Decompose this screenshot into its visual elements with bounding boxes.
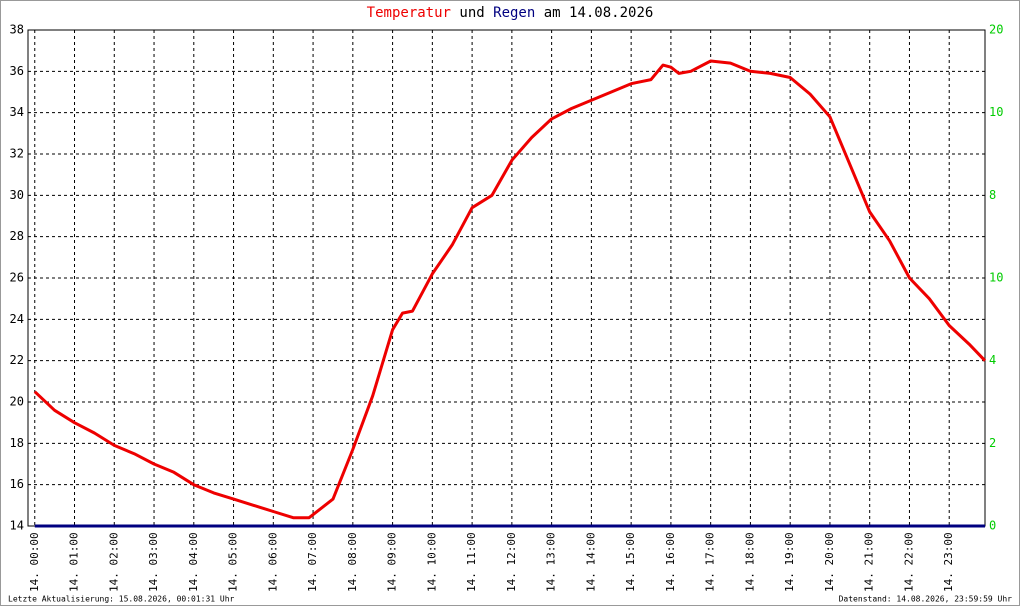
- y2-tick-label: 8: [989, 188, 996, 202]
- y2-tick-label: 10: [989, 271, 1003, 285]
- y2-tick-label: 0: [989, 519, 996, 533]
- y-tick-label: 28: [10, 229, 24, 243]
- title-temp: Temperatur: [367, 5, 451, 21]
- y2-tick-label: 10: [989, 105, 1003, 119]
- x-tick-label: 14. 00:00: [28, 532, 41, 592]
- y-tick-label: 36: [10, 64, 24, 78]
- chart-title: Temperatur und Regen am 14.08.2026: [367, 5, 654, 21]
- x-tick-label: 14. 10:00: [425, 532, 438, 592]
- y-tick-label: 26: [10, 271, 24, 285]
- x-tick-label: 14. 01:00: [68, 532, 81, 592]
- x-tick-label: 14. 12:00: [505, 532, 518, 592]
- footer-left: Letzte Aktualisierung: 15.08.2026, 00:01…: [8, 595, 235, 604]
- x-tick-label: 14. 07:00: [306, 532, 319, 592]
- x-tick-label: 14. 18:00: [743, 532, 756, 592]
- y-tick-label: 16: [10, 477, 24, 491]
- y-tick-label: 38: [10, 23, 24, 37]
- y-tick-label: 32: [10, 147, 24, 161]
- x-tick-label: 14. 02:00: [107, 532, 120, 592]
- x-tick-label: 14. 14:00: [584, 532, 597, 592]
- footer-right: Datenstand: 14.08.2026, 23:59:59 Uhr: [839, 595, 1013, 604]
- x-tick-label: 14. 23:00: [942, 532, 955, 592]
- y-tick-label: 30: [10, 188, 24, 202]
- x-tick-label: 14. 04:00: [187, 532, 200, 592]
- title-date: am 14.08.2026: [544, 5, 654, 21]
- y-tick-label: 22: [10, 353, 24, 367]
- x-tick-label: 14. 11:00: [465, 532, 478, 592]
- x-tick-label: 14. 19:00: [783, 532, 796, 592]
- series-line: [33, 59, 987, 520]
- x-tick-label: 14. 03:00: [147, 532, 160, 592]
- x-tick-label: 14. 13:00: [545, 532, 558, 592]
- y-tick-label: 34: [10, 105, 24, 119]
- title-rain: Regen: [493, 5, 535, 21]
- y-tick-label: 18: [10, 436, 24, 450]
- y-tick-label: 24: [10, 312, 24, 326]
- x-tick-label: 14. 21:00: [863, 532, 876, 592]
- y2-tick-label: 2: [989, 436, 996, 450]
- x-tick-label: 14. 09:00: [386, 532, 399, 592]
- x-tick-label: 14. 08:00: [346, 532, 359, 592]
- x-tick-label: 14. 16:00: [664, 532, 677, 592]
- title-connector: und: [459, 5, 484, 21]
- y-tick-label: 14: [10, 519, 24, 533]
- y-tick-label: 20: [10, 395, 24, 409]
- x-tick-label: 14. 15:00: [624, 532, 637, 592]
- x-tick-label: 14. 20:00: [823, 532, 836, 592]
- x-tick-label: 14. 17:00: [704, 532, 717, 592]
- y2-tick-label: 4: [989, 353, 996, 367]
- x-tick-label: 14. 22:00: [902, 532, 915, 592]
- x-tick-label: 14. 06:00: [266, 532, 279, 592]
- x-tick-label: 14. 05:00: [227, 532, 240, 592]
- y2-tick-label: 20: [989, 23, 1003, 37]
